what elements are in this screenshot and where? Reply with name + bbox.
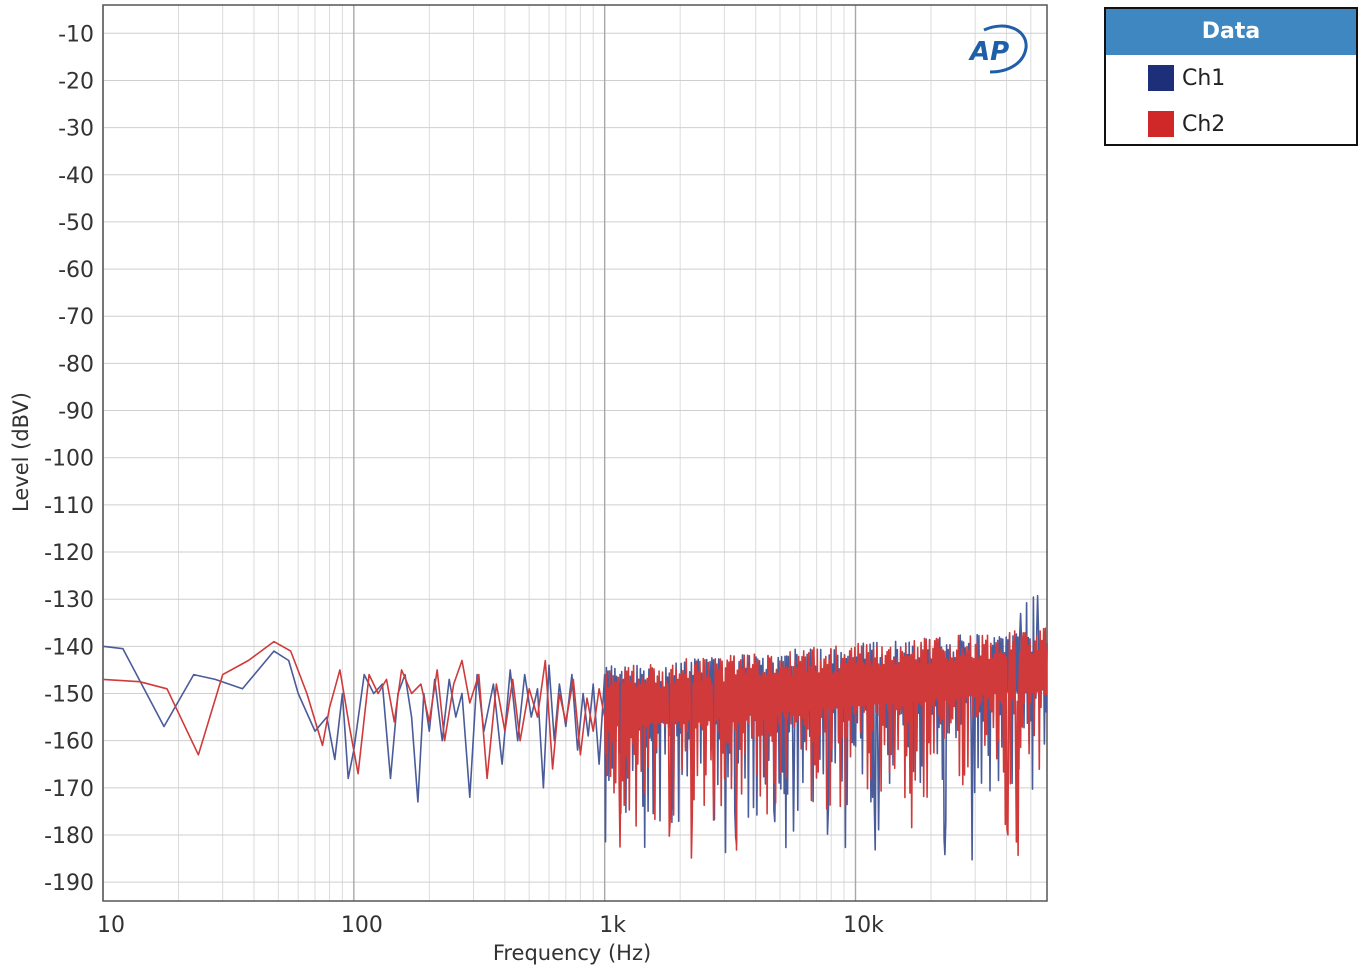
y-tick-labels: -10 -20 -30 -40 -50 -60 -70 -80 -90 -100 -110 -120 -… — [44, 22, 94, 896]
y-tick-label: -30 — [58, 117, 94, 142]
plot-frame — [102, 4, 1048, 902]
y-tick-label: -170 — [44, 777, 94, 802]
x-tick-label: 10k — [843, 913, 884, 938]
major-grid — [102, 5, 857, 901]
y-tick-label: -160 — [44, 730, 94, 755]
x-tick-label: 10 — [97, 913, 125, 938]
y-tick-label: -40 — [58, 164, 94, 189]
legend-swatch-ch2 — [1148, 111, 1174, 137]
legend: Data Ch1 Ch2 — [1104, 7, 1358, 146]
series-line-ch2 — [102, 627, 1048, 859]
legend-item-ch2: Ch2 — [1148, 109, 1225, 139]
y-tick-label: -110 — [44, 494, 94, 519]
legend-label-ch1: Ch1 — [1182, 65, 1226, 91]
y-tick-label: -100 — [44, 447, 94, 472]
y-tick-label: -70 — [58, 305, 94, 330]
y-tick-label: -80 — [58, 352, 94, 377]
x-tick-labels: 10 100 1k 10k — [97, 913, 884, 938]
x-tick-label: 1k — [599, 913, 626, 938]
y-tick-label: -120 — [44, 541, 94, 566]
y-tick-label: -20 — [58, 69, 94, 94]
y-tick-label: -190 — [44, 871, 94, 896]
ap-logo: AP — [968, 24, 1028, 74]
x-tick-label: 100 — [341, 913, 383, 938]
y-tick-label: -10 — [58, 22, 94, 47]
y-tick-label: -130 — [44, 588, 94, 613]
ap-logo-text: AP — [968, 37, 1009, 67]
y-tick-label: -150 — [44, 683, 94, 708]
legend-swatch-ch1 — [1148, 65, 1174, 91]
y-tick-label: -180 — [44, 824, 94, 849]
legend-item-ch1: Ch1 — [1148, 63, 1225, 93]
y-tick-label: -50 — [58, 211, 94, 236]
y-tick-label: -140 — [44, 635, 94, 660]
y-tick-label: -60 — [58, 258, 94, 283]
y-tick-label: -90 — [58, 400, 94, 425]
y-axis-title: Level (dBV) — [9, 392, 33, 512]
legend-label-ch2: Ch2 — [1182, 111, 1226, 137]
legend-title: Data — [1106, 9, 1356, 55]
series-layer — [102, 594, 1048, 861]
x-axis-title: Frequency (Hz) — [493, 941, 651, 965]
